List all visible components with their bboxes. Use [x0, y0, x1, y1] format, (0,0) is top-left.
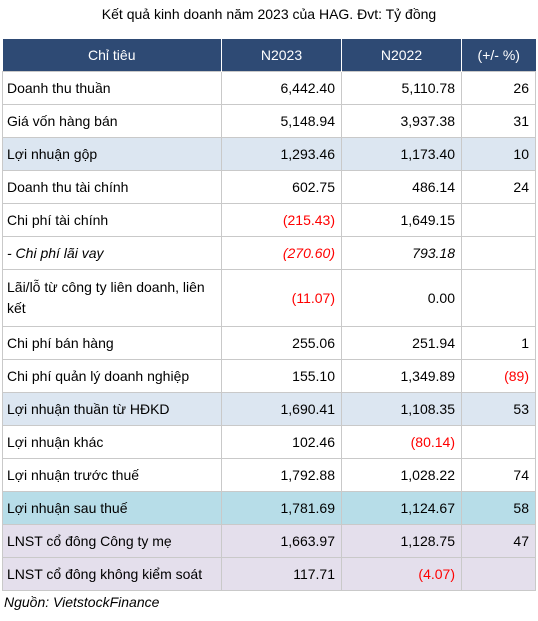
header-n2023: N2023 [221, 39, 342, 72]
value-n2022: (80.14) [341, 425, 462, 459]
table-row: Lợi nhuận sau thuế 1,781.69 1,124.67 58 [2, 491, 536, 525]
header-row: Chỉ tiêu N2023 N2022 (+/- %) [2, 39, 536, 72]
row-label: Chi phí quản lý doanh nghiệp [2, 359, 222, 393]
value-n2023: 102.46 [221, 425, 342, 459]
row-label: LNST cổ đông không kiểm soát [2, 557, 222, 591]
value-change [461, 203, 536, 237]
value-n2023: (270.60) [221, 236, 342, 270]
table-row: Doanh thu tài chính 602.75 486.14 24 [2, 170, 536, 204]
table-row: Giá vốn hàng bán 5,148.94 3,937.38 31 [2, 104, 536, 138]
value-change: 1 [461, 326, 536, 360]
table-row: Lợi nhuận trước thuế 1,792.88 1,028.22 7… [2, 458, 536, 492]
value-n2022: 251.94 [341, 326, 462, 360]
row-label: Lợi nhuận sau thuế [2, 491, 222, 525]
value-change: 10 [461, 137, 536, 171]
row-label: Chi phí bán hàng [2, 326, 222, 360]
value-n2022: 1,028.22 [341, 458, 462, 492]
value-n2022: 1,128.75 [341, 524, 462, 558]
value-n2023: 1,690.41 [221, 392, 342, 426]
table-row: LNST cổ đông Công ty mẹ 1,663.97 1,128.7… [2, 524, 536, 558]
row-label: LNST cổ đông Công ty mẹ [2, 524, 222, 558]
value-n2022: 793.18 [341, 236, 462, 270]
financial-results-table: Chỉ tiêu N2023 N2022 (+/- %) Doanh thu t… [2, 39, 536, 591]
value-change [461, 269, 536, 327]
value-change: 24 [461, 170, 536, 204]
row-label: - Chi phí lãi vay [2, 236, 222, 270]
header-n2022: N2022 [341, 39, 462, 72]
value-change [461, 425, 536, 459]
value-n2023: 155.10 [221, 359, 342, 393]
value-n2022: 1,108.35 [341, 392, 462, 426]
row-label: Lợi nhuận gộp [2, 137, 222, 171]
value-n2022: 0.00 [341, 269, 462, 327]
table-row: Lợi nhuận khác 102.46 (80.14) [2, 425, 536, 459]
row-label: Giá vốn hàng bán [2, 104, 222, 138]
value-n2022: 1,349.89 [341, 359, 462, 393]
row-label: Lãi/lỗ từ công ty liên doanh, liên kết [2, 269, 222, 327]
row-label: Lợi nhuận khác [2, 425, 222, 459]
value-n2023: 5,148.94 [221, 104, 342, 138]
value-n2023: 1,293.46 [221, 137, 342, 171]
table-row: Chi phí quản lý doanh nghiệp 155.10 1,34… [2, 359, 536, 393]
value-n2023: 1,781.69 [221, 491, 342, 525]
value-change [461, 557, 536, 591]
value-n2023: 6,442.40 [221, 71, 342, 105]
table-row: LNST cổ đông không kiểm soát 117.71 (4.0… [2, 557, 536, 591]
value-n2023: 1,663.97 [221, 524, 342, 558]
header-indicator: Chỉ tiêu [2, 39, 222, 72]
source-note: Nguồn: VietstockFinance [4, 594, 160, 610]
row-label: Lợi nhuận thuần từ HĐKD [2, 392, 222, 426]
value-change: 47 [461, 524, 536, 558]
value-n2023: (11.07) [221, 269, 342, 327]
value-n2022: 1,649.15 [341, 203, 462, 237]
value-n2023: 1,792.88 [221, 458, 342, 492]
table-row: Lợi nhuận thuần từ HĐKD 1,690.41 1,108.3… [2, 392, 536, 426]
value-change: 58 [461, 491, 536, 525]
table-row: - Chi phí lãi vay (270.60) 793.18 [2, 236, 536, 270]
value-change: (89) [461, 359, 536, 393]
table-caption: Kết quả kinh doanh năm 2023 của HAG. Đvt… [101, 6, 437, 22]
value-n2022: 3,937.38 [341, 104, 462, 138]
value-n2022: 1,124.67 [341, 491, 462, 525]
table-row: Chi phí tài chính (215.43) 1,649.15 [2, 203, 536, 237]
value-change: 74 [461, 458, 536, 492]
value-n2022: (4.07) [341, 557, 462, 591]
row-label: Doanh thu thuần [2, 71, 222, 105]
table-row: Lãi/lỗ từ công ty liên doanh, liên kết (… [2, 269, 536, 327]
value-change [461, 236, 536, 270]
value-n2022: 486.14 [341, 170, 462, 204]
row-label: Doanh thu tài chính [2, 170, 222, 204]
row-label: Lợi nhuận trước thuế [2, 458, 222, 492]
value-change: 26 [461, 71, 536, 105]
table-row: Doanh thu thuần 6,442.40 5,110.78 26 [2, 71, 536, 105]
value-change: 31 [461, 104, 536, 138]
value-n2023: 117.71 [221, 557, 342, 591]
value-change: 53 [461, 392, 536, 426]
table-row: Chi phí bán hàng 255.06 251.94 1 [2, 326, 536, 360]
value-n2023: (215.43) [221, 203, 342, 237]
row-label: Chi phí tài chính [2, 203, 222, 237]
value-n2022: 5,110.78 [341, 71, 462, 105]
value-n2023: 602.75 [221, 170, 342, 204]
table-row: Lợi nhuận gộp 1,293.46 1,173.40 10 [2, 137, 536, 171]
value-n2022: 1,173.40 [341, 137, 462, 171]
header-change: (+/- %) [461, 39, 536, 72]
value-n2023: 255.06 [221, 326, 342, 360]
